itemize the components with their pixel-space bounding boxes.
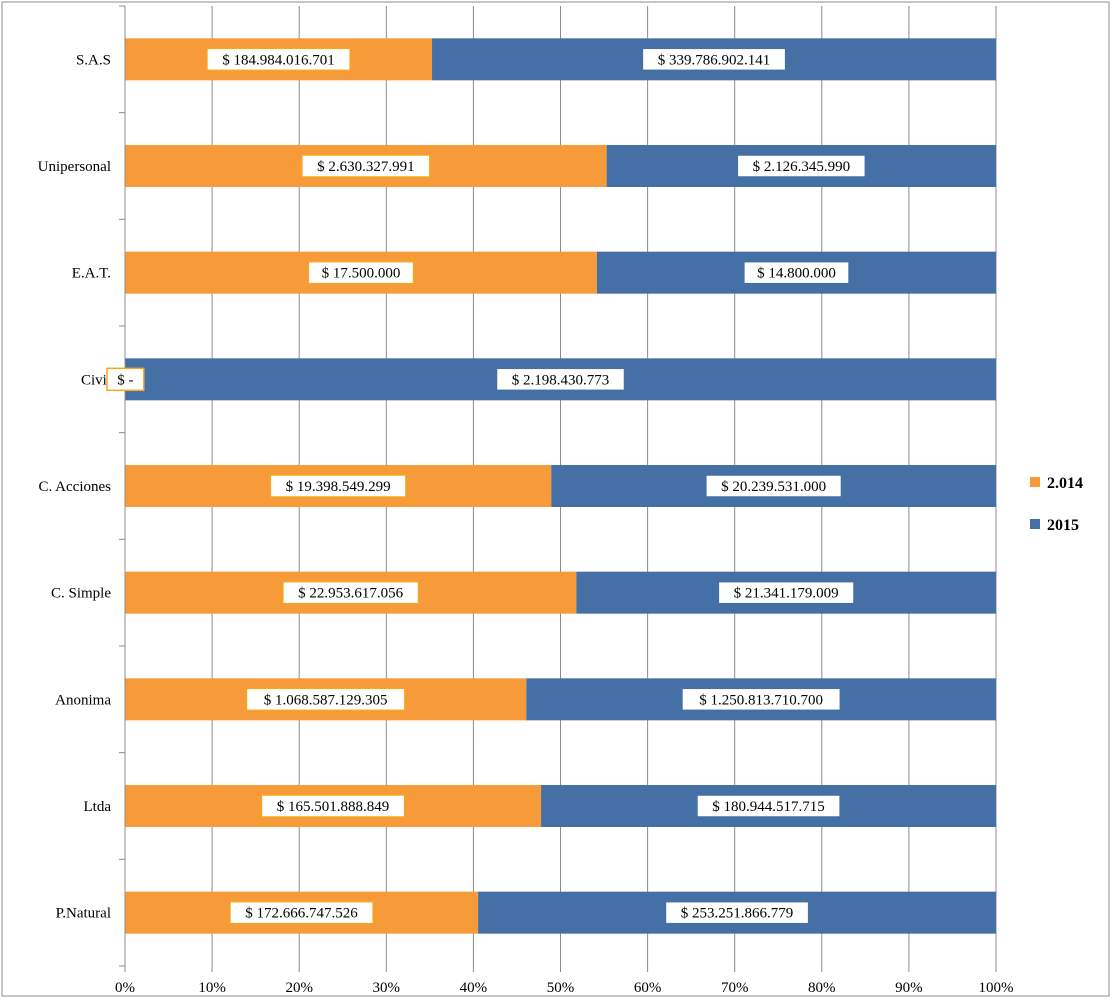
category-label: Unipersonal: [38, 159, 111, 175]
legend-swatch: [1030, 477, 1040, 487]
x-tick-label: 40%: [460, 980, 488, 996]
x-tick-label: 100%: [979, 980, 1014, 996]
category-label: C. Acciones: [39, 479, 112, 495]
x-tick-label: 0%: [115, 980, 135, 996]
data-label: $ 184.984.016.701: [222, 52, 335, 68]
category-label: S.A.S: [76, 52, 111, 68]
x-tick-label: 20%: [285, 980, 313, 996]
data-label: $ 21.341.179.009: [734, 586, 839, 602]
x-tick-label: 90%: [895, 980, 923, 996]
category-label: Anonima: [55, 692, 111, 708]
category-label: P.Natural: [56, 906, 111, 922]
x-tick-label: 70%: [721, 980, 749, 996]
category-label: Ltda: [84, 799, 112, 815]
data-label: $ 1.068.587.129.305: [264, 692, 388, 708]
data-label: $ 2.198.430.773: [512, 372, 610, 388]
category-label: C. Simple: [51, 586, 111, 602]
data-label: $ 17.500.000: [322, 266, 401, 282]
legend-swatch: [1030, 519, 1040, 529]
data-label: $ 20.239.531.000: [721, 479, 826, 495]
x-tick-label: 60%: [634, 980, 662, 996]
data-label: $ 165.501.888.849: [277, 799, 390, 815]
x-tick-label: 10%: [198, 980, 226, 996]
data-label: $ 339.786.902.141: [658, 52, 771, 68]
data-label: $ 2.630.327.991: [317, 159, 415, 175]
data-label: $ -: [117, 372, 133, 388]
data-label: $ 172.666.747.526: [245, 906, 358, 922]
data-label: $ 19.398.549.299: [286, 479, 391, 495]
data-label: $ 180.944.517.715: [712, 799, 825, 815]
data-label: $ 2.126.345.990: [753, 159, 851, 175]
x-tick-label: 30%: [373, 980, 401, 996]
data-label: $ 253.251.866.779: [681, 906, 794, 922]
category-label: E.A.T.: [72, 266, 111, 282]
legend-label: 2.014: [1047, 475, 1083, 492]
x-tick-label: 50%: [547, 980, 575, 996]
legend-label: 2015: [1047, 517, 1079, 534]
data-label: $ 14.800.000: [757, 266, 836, 282]
data-label: $ 1.250.813.710.700: [699, 692, 823, 708]
x-tick-label: 80%: [808, 980, 836, 996]
data-label: $ 22.953.617.056: [298, 586, 404, 602]
